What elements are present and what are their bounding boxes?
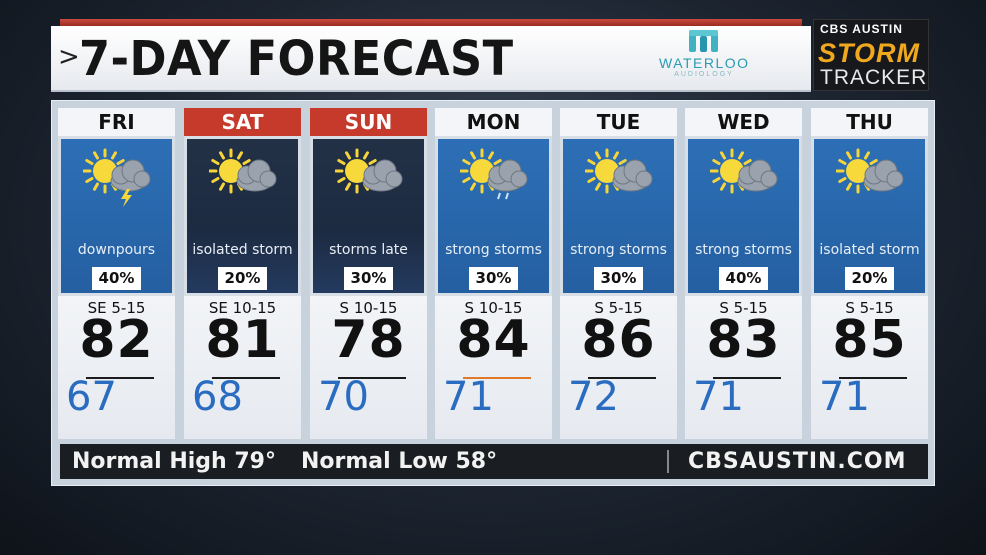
weather-panel: isolated storm 20% [814,139,925,293]
temperature-panel: SE 10-15 81 68 [184,296,301,439]
day-column: TUE strong storms 30% S 5-15 86 72 [560,108,677,439]
temp-divider [212,377,280,379]
sun-cloud-rain-icon [459,145,530,213]
temp-divider [463,377,531,379]
weather-panel: strong storms 30% [438,139,549,293]
temperature-panel: S 5-15 83 71 [685,296,802,439]
footer-bar: Normal High 79° Normal Low 58° CBSAUSTIN… [60,444,928,479]
forecast-board: FRI downpours 40% SE 5-15 82 67 SAT isolated st… [51,100,935,486]
sponsor-logo: WATERLOO AUDIOLOGY [659,28,749,90]
weather-panel: isolated storm 20% [187,139,298,293]
day-column: THU isolated storm 20% S 5-15 85 71 [811,108,928,439]
condition-text: strong storms [695,242,792,258]
chevron-right-icon: > [58,42,80,72]
weather-panel: downpours 40% [61,139,172,293]
day-column: SAT isolated storm 20% SE 10-15 81 68 [184,108,301,439]
low-temp: 71 [693,374,744,420]
high-temp: 84 [456,310,531,370]
weather-panel: storms late 30% [313,139,424,293]
low-temp: 71 [819,374,870,420]
precip-chance: 40% [719,267,768,290]
high-temp: 81 [205,310,280,370]
website-link: CBSAUSTIN.COM [688,449,907,474]
precip-chance: 40% [92,267,141,290]
wind-text: S 10-15 [339,299,398,317]
day-column: FRI downpours 40% SE 5-15 82 67 [58,108,175,439]
temp-divider [839,377,907,379]
day-label: WED [685,108,802,136]
high-temp: 83 [706,310,781,370]
low-temp: 68 [192,374,243,420]
day-label: THU [811,108,928,136]
condition-text: strong storms [570,242,667,258]
title-accent-bar [60,19,802,26]
sponsor-subtitle: AUDIOLOGY [674,71,734,78]
temp-divider [588,377,656,379]
temp-divider [338,377,406,379]
temp-divider [713,377,781,379]
wind-text: SE 5-15 [87,299,146,317]
normal-high: Normal High 79° [72,449,276,474]
low-temp: 70 [318,374,369,420]
day-label: MON [435,108,552,136]
low-temp: 71 [443,374,494,420]
normal-low: Normal Low 58° [301,449,498,474]
brand-storm: STORM [818,38,921,68]
day-label: TUE [560,108,677,136]
low-temp: 72 [568,374,619,420]
temperature-panel: S 5-15 85 71 [811,296,928,439]
condition-text: strong storms [445,242,542,258]
weather-panel: strong storms 30% [563,139,674,293]
sun-cloud-lightning-icon [82,145,153,213]
high-temp: 82 [79,310,154,370]
high-temp: 85 [832,310,907,370]
day-label: FRI [58,108,175,136]
footer-divider [667,450,669,473]
wind-text: SE 10-15 [208,299,277,317]
weather-panel: strong storms 40% [688,139,799,293]
day-label: SUN [310,108,427,136]
precip-chance: 30% [594,267,643,290]
brand-station: CBS AUSTIN [820,22,903,36]
condition-text: downpours [77,242,156,258]
temperature-panel: S 10-15 84 71 [435,296,552,439]
temperature-panel: S 5-15 86 72 [560,296,677,439]
precip-chance: 20% [845,267,894,290]
temperature-panel: SE 5-15 82 67 [58,296,175,439]
condition-text: isolated storm [819,242,920,258]
condition-text: storms late [329,242,408,258]
day-column: MON strong storms 30% S 10-15 84 71 [435,108,552,439]
wind-text: S 5-15 [594,299,643,317]
sun-cloud-icon [835,145,906,213]
precip-chance: 30% [344,267,393,290]
brand-tracker: TRACKER [820,66,928,89]
day-label: SAT [184,108,301,136]
high-temp: 86 [581,310,656,370]
high-temp: 78 [331,310,406,370]
storm-tracker-logo: CBS AUSTIN STORM TRACKER [813,19,929,91]
sun-cloud-icon [584,145,655,213]
page-title: 7-DAY FORECAST [79,31,514,87]
sun-cloud-icon [334,145,405,213]
temperature-panel: S 10-15 78 70 [310,296,427,439]
sun-cloud-icon [709,145,780,213]
precip-chance: 20% [218,267,267,290]
wind-text: S 5-15 [845,299,894,317]
wind-text: S 10-15 [464,299,523,317]
wind-text: S 5-15 [719,299,768,317]
day-column: SUN storms late 30% S 10-15 78 70 [310,108,427,439]
condition-text: isolated storm [192,242,293,258]
temp-divider [86,377,154,379]
low-temp: 67 [66,374,117,420]
precip-chance: 30% [469,267,518,290]
waterloo-logo-icon [689,30,718,52]
day-column: WED strong storms 40% S 5-15 83 71 [685,108,802,439]
title-banner: > 7-DAY FORECAST WATERLOO AUDIOLOGY [51,26,811,92]
sponsor-name: WATERLOO [659,55,750,71]
sun-cloud-icon [208,145,279,213]
